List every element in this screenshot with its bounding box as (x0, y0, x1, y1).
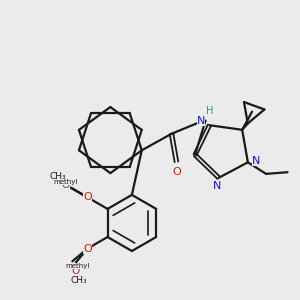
Text: N: N (213, 181, 221, 191)
Text: O: O (83, 192, 92, 203)
Text: methyl: methyl (53, 179, 78, 185)
Text: CH₃: CH₃ (71, 276, 88, 285)
Text: O: O (62, 180, 70, 190)
Text: CH₃: CH₃ (50, 172, 66, 181)
Text: methyl: methyl (65, 263, 89, 269)
Text: N: N (252, 156, 260, 166)
Text: N: N (197, 116, 206, 126)
Text: O: O (72, 266, 80, 276)
Text: O: O (83, 244, 92, 254)
Text: O: O (83, 192, 92, 203)
Text: H: H (206, 106, 213, 116)
Text: O: O (83, 244, 92, 254)
Text: O: O (172, 167, 181, 177)
